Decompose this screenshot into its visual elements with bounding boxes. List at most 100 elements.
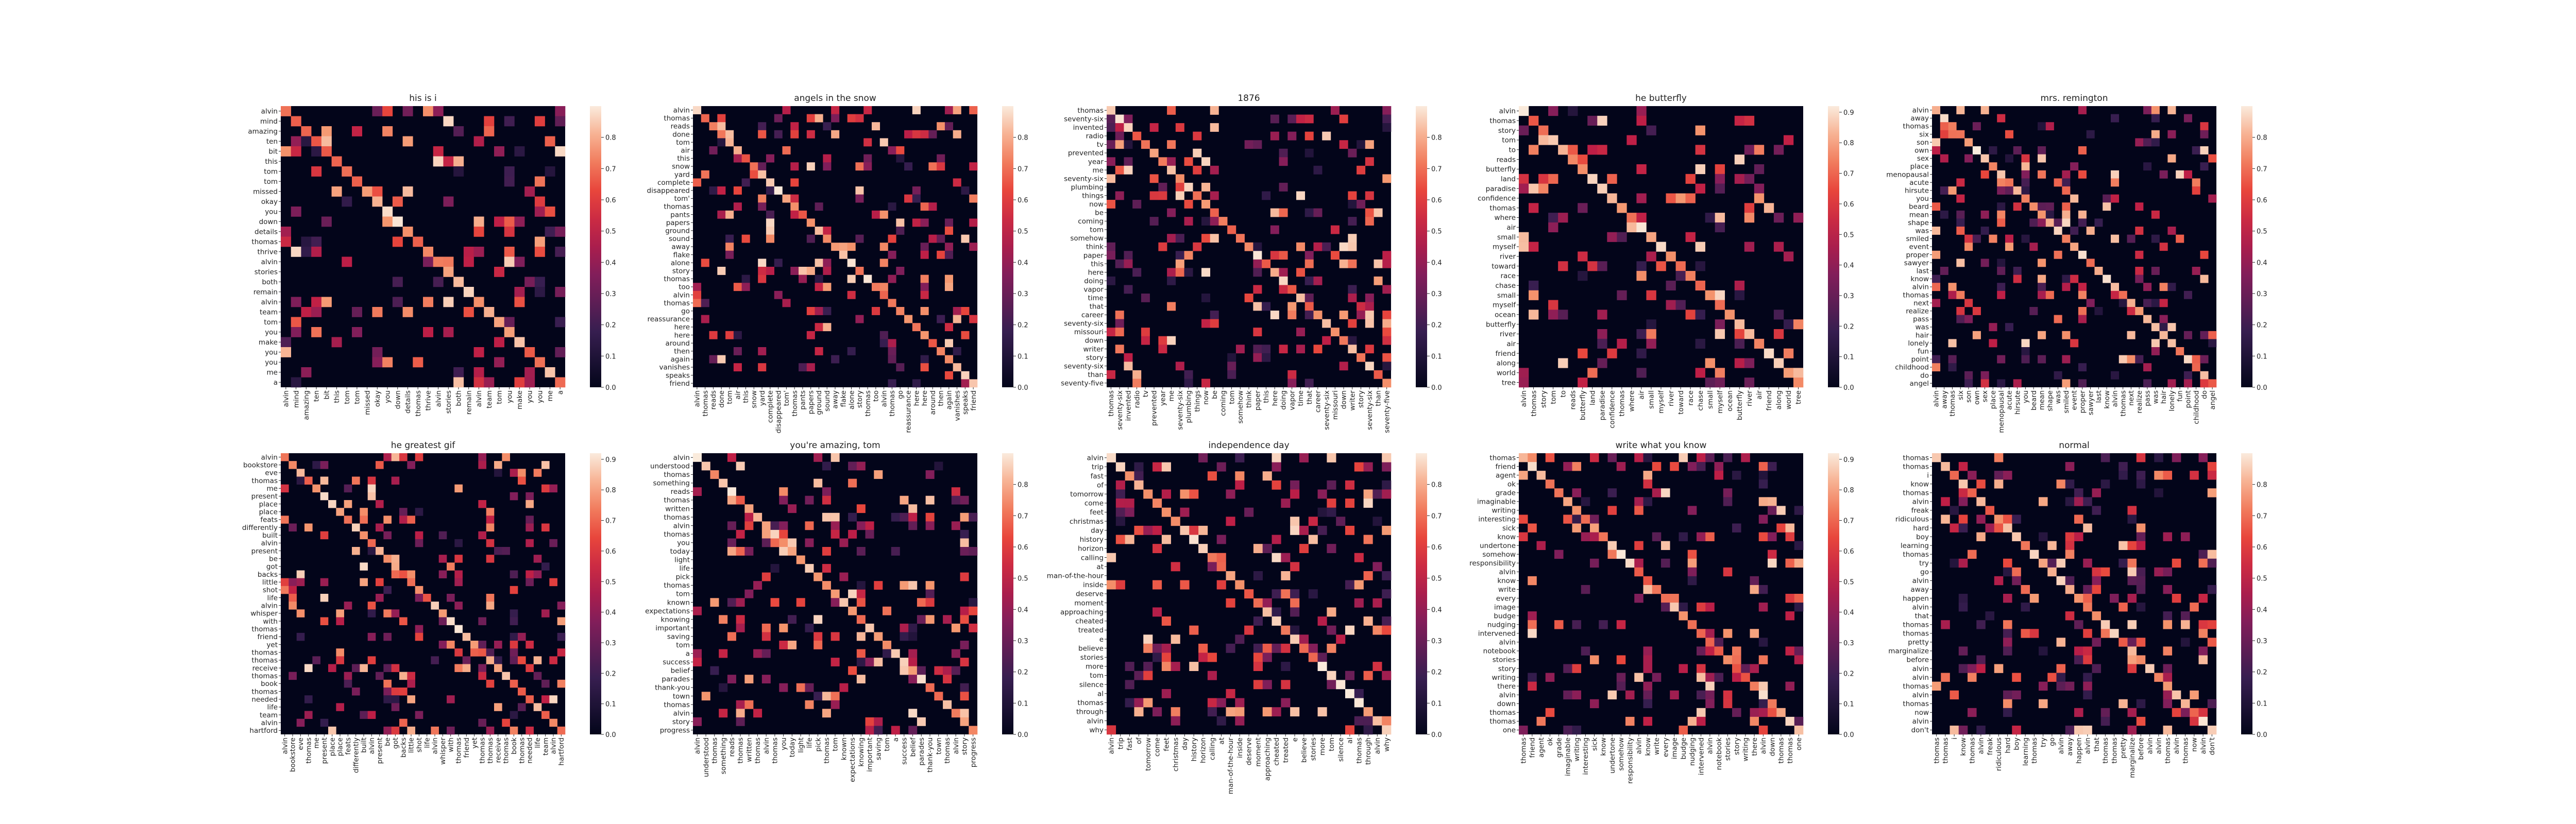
heatmap-cell xyxy=(908,726,918,735)
heatmap-cell xyxy=(1270,251,1279,260)
heatmap-cell xyxy=(1734,154,1745,165)
heatmap-cell xyxy=(1253,662,1263,672)
heatmap-cell xyxy=(2074,488,2083,497)
heatmap-cell xyxy=(1932,106,1941,114)
heatmap-cell xyxy=(2092,664,2102,673)
x-tick-label: thomas xyxy=(1786,737,1794,764)
heatmap-cell xyxy=(710,598,719,607)
y-tick-label: one xyxy=(1503,726,1516,734)
x-tick-label: alvin xyxy=(1933,390,1941,407)
heatmap-cell xyxy=(788,504,797,513)
heatmap-cell xyxy=(2207,550,2217,559)
x-tick-label: i xyxy=(1951,737,1959,740)
heatmap-cell xyxy=(1519,242,1529,252)
heatmap-cell xyxy=(1625,558,1635,568)
colorbar-tick-label: 0.3 xyxy=(2257,638,2267,645)
heatmap-cell xyxy=(900,666,909,675)
heatmap-cell xyxy=(1327,507,1336,517)
x-tick-label: last xyxy=(2095,390,2103,403)
heatmap-cell xyxy=(2136,585,2146,594)
heatmap-cell xyxy=(1643,716,1653,726)
heatmap-cell xyxy=(960,572,969,581)
heatmap-cell xyxy=(1115,311,1124,319)
heatmap-cell xyxy=(1744,174,1755,184)
heatmap-cell xyxy=(790,130,799,139)
heatmap-cell xyxy=(2151,106,2160,114)
heatmap-cell xyxy=(1115,499,1125,508)
heatmap-cell xyxy=(352,126,363,136)
y-tick-label: thomas xyxy=(1903,123,1929,131)
heatmap-cell xyxy=(2119,462,2128,471)
y-tick-label: son xyxy=(1917,139,1929,147)
heatmap-cell xyxy=(806,331,815,339)
heatmap-cell xyxy=(1950,558,1959,568)
heatmap-cell xyxy=(518,469,526,477)
y-tick-label: written xyxy=(665,505,690,513)
heatmap-cell xyxy=(891,512,900,522)
y-tick-label: shape xyxy=(1908,219,1929,227)
y-tick-label: butterfly xyxy=(1486,165,1516,174)
heatmap-cell xyxy=(1382,379,1392,388)
heatmap-cell xyxy=(1180,580,1190,590)
y-tick-label: thomas xyxy=(1077,699,1104,707)
heatmap-cell xyxy=(1989,146,1997,154)
heatmap-cell xyxy=(524,186,535,197)
heatmap-cell xyxy=(1107,580,1116,590)
heatmap-cell xyxy=(1313,345,1323,354)
heatmap-cell xyxy=(1180,525,1190,535)
heatmap-cell xyxy=(1299,453,1309,462)
heatmap-cell xyxy=(796,598,805,607)
heatmap-cell xyxy=(1299,634,1309,644)
heatmap-cell xyxy=(1304,294,1314,302)
y-tick-label: knowing xyxy=(660,615,690,624)
x-tick-label: alvin xyxy=(1520,390,1528,407)
heatmap-cell xyxy=(2092,567,2102,577)
heatmap-cell xyxy=(2078,170,2087,179)
heatmap-cell xyxy=(806,218,815,227)
heatmap-cell xyxy=(453,377,464,388)
y-tick-label: ok xyxy=(1507,480,1516,488)
heatmap-cell xyxy=(943,615,952,624)
heatmap-cell xyxy=(2003,594,2012,603)
heatmap-cell xyxy=(1705,629,1715,638)
heatmap-cell xyxy=(1723,453,1733,462)
heatmap-cell xyxy=(951,521,960,530)
y-tick-label: things xyxy=(1082,192,1104,200)
heatmap-cell xyxy=(1132,370,1142,379)
heatmap-cell xyxy=(727,495,736,505)
colorbar-tick-label: 0.2 xyxy=(1843,323,1854,331)
y-tick-label: alvin xyxy=(1499,568,1516,576)
heatmap-cell xyxy=(1715,329,1725,339)
heatmap-cell xyxy=(391,688,400,696)
heatmap-cell xyxy=(1124,123,1133,132)
colorbar-tick-label: 0.6 xyxy=(1431,197,1442,204)
heatmap-cell xyxy=(1634,673,1643,682)
heatmap-cell xyxy=(1235,634,1245,644)
heatmap-cell xyxy=(2154,471,2163,480)
heatmap-cell xyxy=(291,136,301,147)
x-tick-label: seventy-six xyxy=(1323,390,1331,430)
y-tick-label: tom xyxy=(1090,672,1104,680)
heatmap-cell xyxy=(944,274,953,283)
chart-title: mrs. remington xyxy=(2041,93,2108,104)
heatmap-cell xyxy=(865,529,874,539)
heatmap-cell xyxy=(2181,620,2190,629)
heatmap-cell xyxy=(1529,242,1539,252)
heatmap-cell xyxy=(1115,507,1125,517)
heatmap-cell xyxy=(2136,532,2146,541)
x-tick-label: budge xyxy=(1680,737,1688,760)
heatmap-cell xyxy=(494,461,502,469)
heatmap-cell xyxy=(291,247,301,257)
heatmap-cell xyxy=(1794,506,1804,515)
x-tick-label: feats xyxy=(344,737,352,755)
heatmap-cell xyxy=(855,267,864,275)
heatmap-cell xyxy=(1997,379,2006,388)
heatmap-cell xyxy=(1529,183,1539,194)
heatmap-panel: he greatest gifalvinbookstoreevethomasme… xyxy=(242,440,616,773)
colorbar xyxy=(2241,453,2252,734)
heatmap-cell xyxy=(2192,355,2200,364)
heatmap-cell xyxy=(2083,629,2092,638)
x-tick-label: papers xyxy=(807,390,815,414)
heatmap-cell xyxy=(1235,471,1245,481)
heatmap-cell xyxy=(1184,370,1193,379)
